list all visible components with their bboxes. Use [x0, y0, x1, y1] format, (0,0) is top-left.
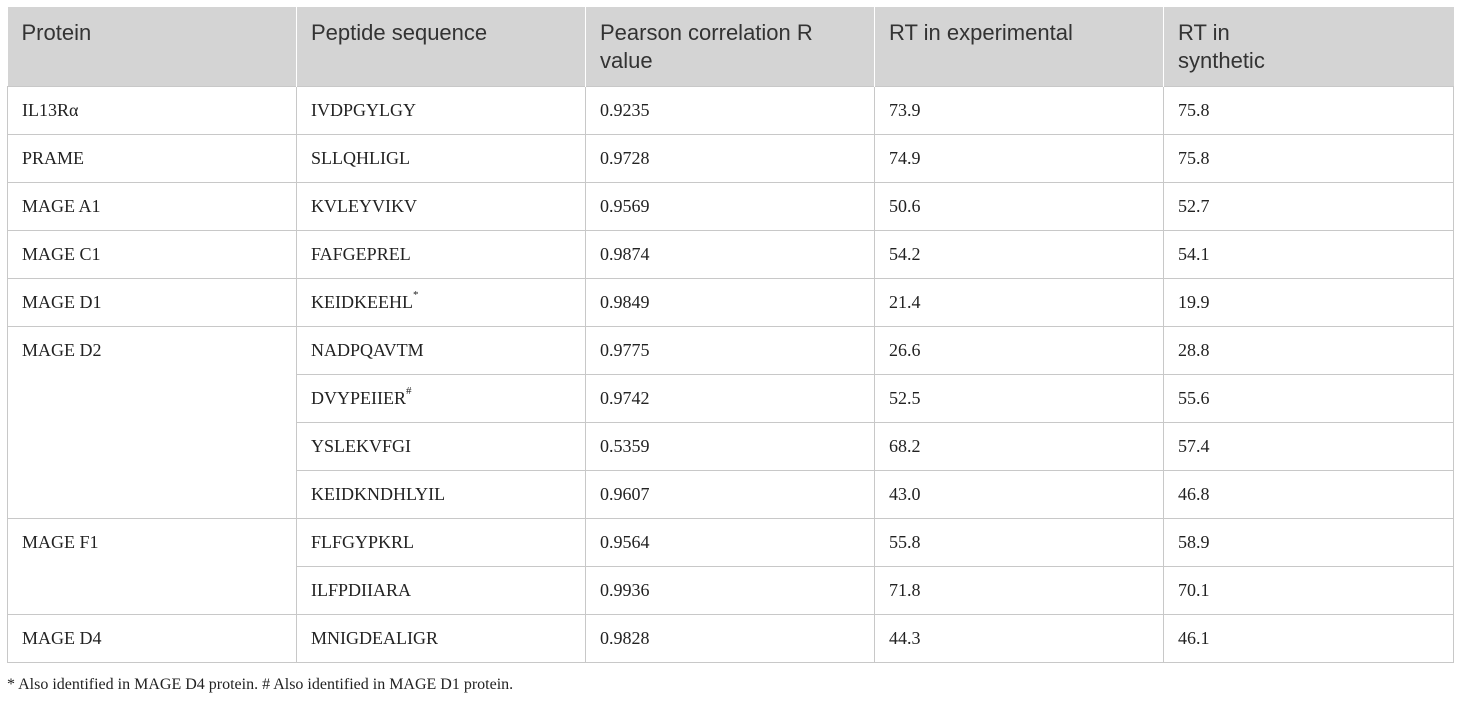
cell-protein: MAGE A1	[7, 182, 297, 231]
table-row: MAGE D4 MNIGDEALIGR 0.9828 44.3 46.1	[7, 614, 1454, 663]
table-row: PRAME SLLQHLIGL 0.9728 74.9 75.8	[7, 134, 1454, 183]
header-pearson-r: Pearson correlation R value	[585, 7, 875, 87]
peptide-table: Protein Peptide sequence Pearson correla…	[7, 7, 1454, 663]
cell-protein: IL13Rα	[7, 86, 297, 135]
table-row: ILFPDIIARA 0.9936 71.8 70.1	[8, 566, 1454, 615]
cell-rt-experimental: 68.2	[874, 422, 1164, 471]
cell-rt-experimental: 71.8	[874, 566, 1164, 615]
cell-pearson-r: 0.9874	[585, 230, 875, 279]
cell-rt-synthetic: 46.8	[1163, 470, 1454, 519]
peptide-sequence-text: KVLEYVIKV	[311, 196, 417, 216]
cell-rt-experimental: 52.5	[874, 374, 1164, 423]
cell-pearson-r: 0.9235	[585, 86, 875, 135]
table-row: MAGE C1 FAFGEPREL 0.9874 54.2 54.1	[7, 230, 1454, 279]
cell-pearson-r: 0.9728	[585, 134, 875, 183]
header-peptide-sequence: Peptide sequence	[296, 7, 586, 87]
peptide-sequence-text: NADPQAVTM	[311, 340, 424, 360]
cell-peptide-sequence: ILFPDIIARA	[296, 566, 586, 615]
cell-rt-synthetic: 54.1	[1163, 230, 1454, 279]
footnote-mark: *	[412, 289, 419, 301]
peptide-sequence-text: FAFGEPREL	[311, 244, 411, 264]
cell-rt-synthetic: 58.9	[1163, 518, 1454, 567]
table-row: MAGE A1 KVLEYVIKV 0.9569 50.6 52.7	[7, 182, 1454, 231]
peptide-sequence-text: YSLEKVFGI	[311, 436, 412, 456]
cell-protein: MAGE D2	[7, 326, 297, 519]
table-footnote: * Also identified in MAGE D4 protein. # …	[7, 676, 514, 693]
cell-rt-experimental: 26.6	[874, 326, 1164, 375]
peptide-sequence-text: FLFGYPKRL	[311, 532, 415, 552]
cell-peptide-sequence: KEIDKNDHLYIL	[296, 470, 586, 519]
cell-pearson-r: 0.9742	[585, 374, 875, 423]
cell-peptide-sequence: DVYPEIIER#	[296, 374, 586, 423]
cell-rt-experimental: 54.2	[874, 230, 1164, 279]
peptide-sequence-text: DVYPEIIER	[311, 388, 406, 408]
table-row: MAGE F1 FLFGYPKRL 0.9564 55.8 58.9	[7, 518, 1454, 615]
peptide-sequence-text: ILFPDIIARA	[311, 580, 412, 600]
table-row: MAGE D2 NADPQAVTM 0.9775 26.6 28.8	[7, 326, 1454, 519]
table-body: IL13Rα IVDPGYLGY 0.9235 73.9 75.8 PRAME SLLQHL…	[7, 86, 1454, 663]
cell-rt-experimental: 55.8	[874, 518, 1164, 567]
table-wrapper: Protein Peptide sequence Pearson correla…	[7, 7, 1454, 663]
cell-rt-experimental: 74.9	[874, 134, 1164, 183]
cell-peptide-sequence: IVDPGYLGY	[296, 86, 586, 135]
header-rt-experimental: RT in experimental	[874, 7, 1164, 87]
cell-rt-synthetic: 55.6	[1163, 374, 1454, 423]
peptide-sequence-text: SLLQHLIGL	[311, 148, 410, 168]
cell-rt-synthetic: 70.1	[1163, 566, 1454, 615]
cell-peptide-sequence: SLLQHLIGL	[296, 134, 586, 183]
cell-peptide-sequence: MNIGDEALIGR	[296, 614, 586, 663]
header-row: Protein Peptide sequence Pearson correla…	[7, 7, 1454, 87]
peptide-sequence-text: MNIGDEALIGR	[311, 628, 438, 648]
peptide-sequence-text: IVDPGYLGY	[311, 100, 416, 120]
cell-rt-synthetic: 19.9	[1163, 278, 1454, 327]
table-row: YSLEKVFGI 0.5359 68.2 57.4	[8, 422, 1454, 471]
cell-rt-synthetic: 28.8	[1163, 326, 1454, 375]
peptide-sequence-text: KEIDKEEHL	[311, 292, 413, 312]
peptide-sequence-text: KEIDKNDHLYIL	[311, 484, 446, 504]
footnote-mark: #	[406, 385, 412, 397]
cell-peptide-sequence: FAFGEPREL	[296, 230, 586, 279]
cell-peptide-sequence: KEIDKEEHL*	[296, 278, 586, 327]
cell-rt-synthetic: 57.4	[1163, 422, 1454, 471]
cell-rt-synthetic: 75.8	[1163, 134, 1454, 183]
cell-pearson-r: 0.9564	[585, 518, 875, 567]
table-header: Protein Peptide sequence Pearson correla…	[7, 7, 1454, 87]
cell-protein: MAGE F1	[7, 518, 297, 615]
cell-peptide-sequence: FLFGYPKRL	[296, 518, 586, 567]
cell-protein: MAGE D1	[7, 278, 297, 327]
cell-peptide-sequence: YSLEKVFGI	[296, 422, 586, 471]
cell-protein: PRAME	[7, 134, 297, 183]
header-protein: Protein	[7, 7, 297, 87]
cell-rt-experimental: 21.4	[874, 278, 1164, 327]
cell-pearson-r: 0.9607	[585, 470, 875, 519]
cell-rt-experimental: 44.3	[874, 614, 1164, 663]
cell-protein: MAGE C1	[7, 230, 297, 279]
cell-rt-synthetic: 52.7	[1163, 182, 1454, 231]
cell-peptide-sequence: NADPQAVTM	[296, 326, 586, 375]
cell-rt-synthetic: 46.1	[1163, 614, 1454, 663]
cell-pearson-r: 0.9849	[585, 278, 875, 327]
cell-pearson-r: 0.9936	[585, 566, 875, 615]
cell-peptide-sequence: KVLEYVIKV	[296, 182, 586, 231]
cell-rt-experimental: 50.6	[874, 182, 1164, 231]
cell-protein: MAGE D4	[7, 614, 297, 663]
cell-pearson-r: 0.9569	[585, 182, 875, 231]
table-row: MAGE D1 KEIDKEEHL* 0.9849 21.4 19.9	[7, 278, 1454, 327]
header-rt-synthetic: RT in synthetic	[1163, 7, 1454, 87]
table-row: DVYPEIIER# 0.9742 52.5 55.6	[8, 374, 1454, 423]
cell-pearson-r: 0.9775	[585, 326, 875, 375]
cell-pearson-r: 0.5359	[585, 422, 875, 471]
cell-rt-synthetic: 75.8	[1163, 86, 1454, 135]
cell-rt-experimental: 43.0	[874, 470, 1164, 519]
table-row: IL13Rα IVDPGYLGY 0.9235 73.9 75.8	[7, 86, 1454, 135]
cell-rt-experimental: 73.9	[874, 86, 1164, 135]
cell-pearson-r: 0.9828	[585, 614, 875, 663]
table-row: KEIDKNDHLYIL 0.9607 43.0 46.8	[8, 470, 1454, 519]
